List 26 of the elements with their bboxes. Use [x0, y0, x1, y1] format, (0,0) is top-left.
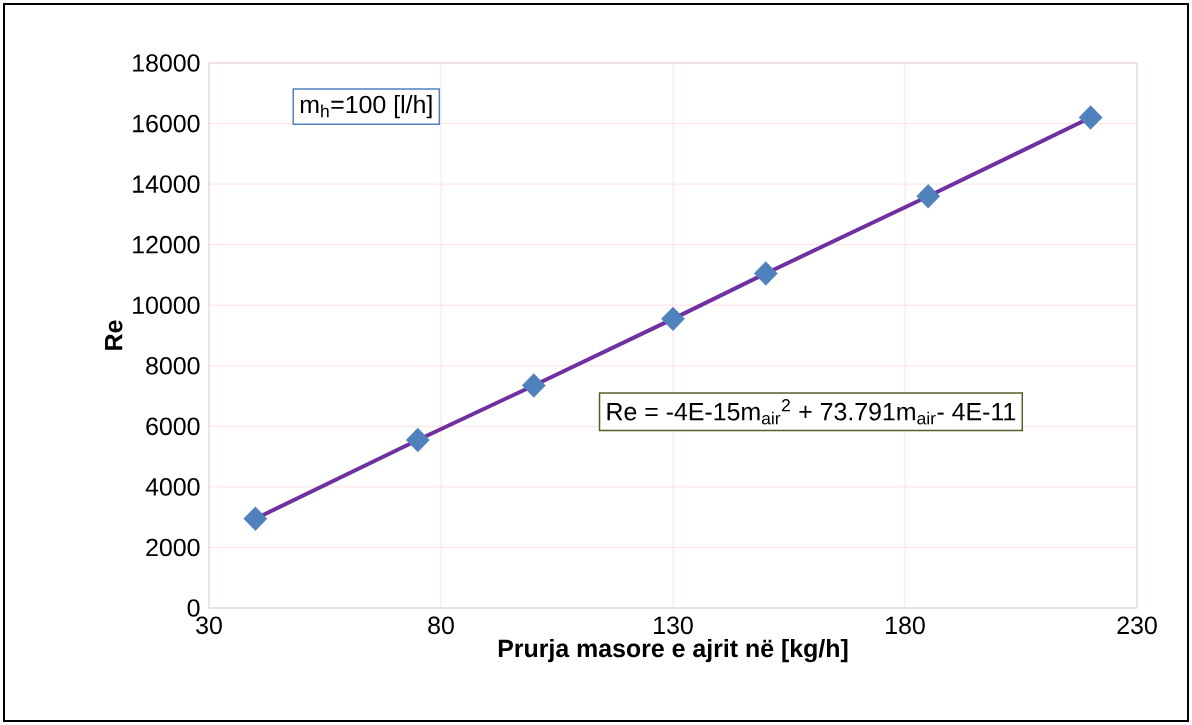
y-tick-label: 10000 — [133, 296, 200, 315]
y-tick-label: 18000 — [133, 54, 200, 72]
point — [753, 261, 778, 286]
x-tick-label: 180 — [886, 616, 925, 635]
y-tick-label: 8000 — [146, 356, 200, 375]
y-tick-label: 2000 — [146, 538, 200, 557]
x-tick-label: 80 — [428, 616, 454, 635]
annotation: m$_{h}$=100 [l/h] — [300, 94, 432, 119]
x-tick-label: 130 — [654, 616, 693, 635]
point — [661, 306, 685, 331]
point — [1078, 105, 1103, 130]
y-tick-label: 4000 — [145, 478, 200, 496]
y-tick-label: 6000 — [146, 417, 200, 436]
y-tick-label: 12000 — [133, 235, 200, 254]
x-tick-label: 30 — [196, 616, 222, 635]
x-axis-title: Prurja masore e ajrit në [kg/h] — [498, 638, 848, 663]
y-tick-label: 16000 — [133, 114, 200, 133]
y-tick-label: 0 — [187, 599, 200, 617]
y-tick-label: 14000 — [133, 175, 200, 193]
annotation: Re = -4E-15m$_{air}$$^{2}$ + 73.791m$_{air}$- 4E-11 — [607, 399, 1016, 425]
x-tick-label: 230 — [1117, 616, 1157, 635]
point — [916, 184, 941, 209]
point — [243, 506, 268, 531]
point — [405, 427, 430, 453]
point — [521, 373, 546, 398]
y-axis-title: Re — [105, 320, 123, 350]
